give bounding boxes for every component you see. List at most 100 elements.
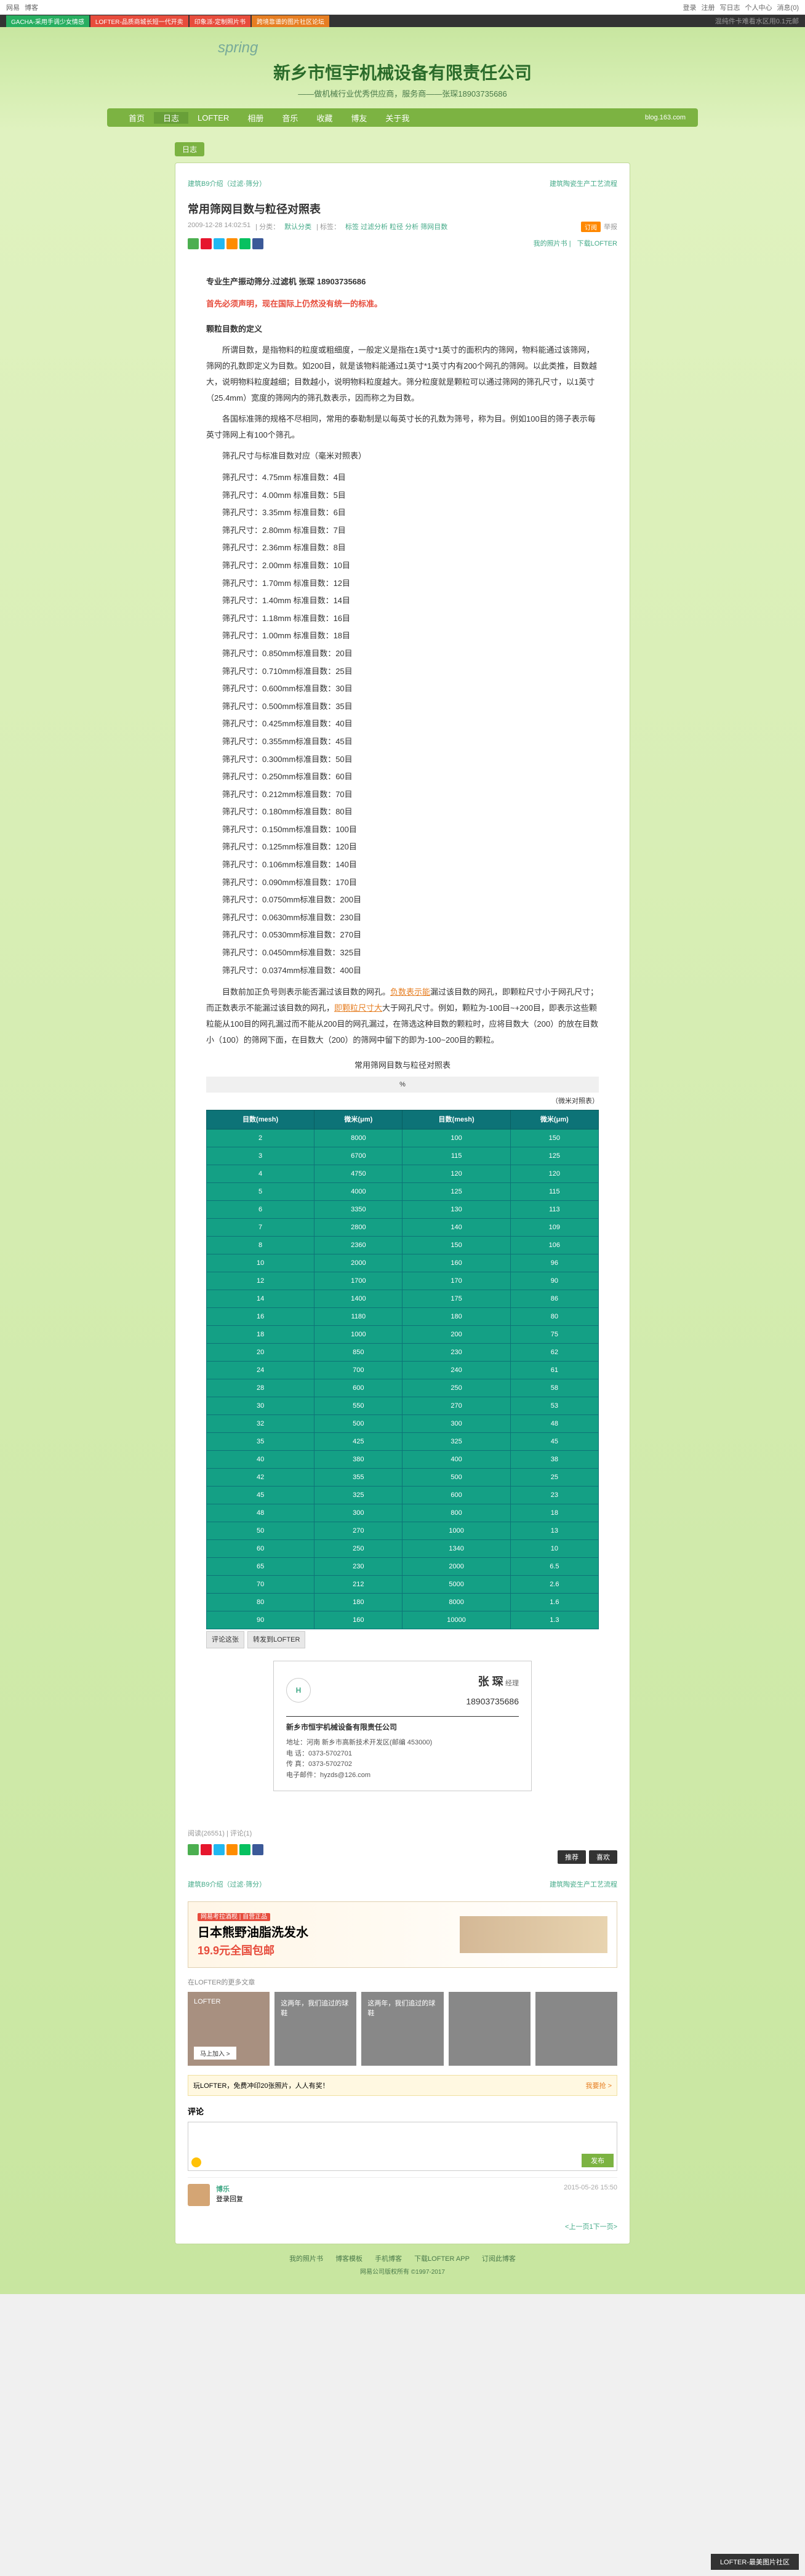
nav-item[interactable]: LOFTER (188, 113, 238, 122)
rss-link[interactable]: blog.163.com (645, 114, 686, 121)
prev-link[interactable]: 建筑B9介绍（过滤·筛分） (188, 1879, 266, 1889)
submit-btn[interactable]: 发布 (582, 2154, 614, 2167)
article-category[interactable]: 默认分类 (284, 222, 311, 232)
table-row: 90160100001.3 (207, 1611, 599, 1629)
footer-link[interactable]: 下载LOFTER APP (414, 2253, 470, 2263)
nav-item[interactable]: 关于我 (376, 112, 419, 124)
commenter-name[interactable]: 博乐 (216, 2186, 230, 2193)
lofter-float-btn[interactable]: LOFTER-最美图片社区 (711, 2554, 799, 2570)
table-cell: 160 (402, 1254, 510, 1272)
sieve-item: 筛孔尺寸：0.106mm标准目数：140目 (222, 856, 599, 874)
promo-tab[interactable]: GACHA-采用手调少女情感 (6, 15, 89, 27)
photo-book-link[interactable]: 我的照片书 | (534, 238, 571, 249)
table-row: 50270100013 (207, 1522, 599, 1540)
table-row: 10200016096 (207, 1254, 599, 1272)
nav-item[interactable]: 首页 (119, 112, 154, 124)
table-cell: 170 (402, 1272, 510, 1290)
prev-link[interactable]: 建筑B9介绍（过滤·筛分） (188, 179, 266, 188)
top-link[interactable]: 网易 (6, 2, 20, 12)
nav-item[interactable]: 收藏 (307, 112, 342, 124)
footer-link[interactable]: 订阅此博客 (482, 2253, 516, 2263)
table-row: 16118018080 (207, 1308, 599, 1326)
lofter-card[interactable] (535, 1992, 617, 2066)
share-lofter-icon[interactable] (188, 238, 199, 249)
share-more-icon[interactable] (252, 238, 263, 249)
nav-item[interactable]: 音乐 (273, 112, 307, 124)
top-link[interactable]: 登录 (683, 2, 697, 12)
ad-banner[interactable]: 网易考拉酒枧 | 自营正品 日本熊野油脂洗发水 19.9元全国包邮 (188, 1901, 617, 1968)
next-link[interactable]: 建筑陶瓷生产工艺流程 (550, 179, 617, 188)
table-cell: 1.3 (510, 1611, 598, 1629)
table-cell: 18 (510, 1504, 598, 1522)
table-row: 6523020006.5 (207, 1558, 599, 1576)
footer-link[interactable]: 博客模板 (335, 2253, 362, 2263)
footer-link[interactable]: 手机博客 (375, 2253, 402, 2263)
share-more-icon[interactable] (252, 1844, 263, 1855)
article-date: 2009-12-28 14:02:51 (188, 222, 250, 232)
table-cell: 150 (402, 1237, 510, 1254)
share-qzone-icon[interactable] (214, 1844, 225, 1855)
join-btn[interactable]: 马上加入 > (194, 2047, 236, 2060)
table-cell: 18 (207, 1326, 314, 1344)
share-renren-icon[interactable] (226, 238, 238, 249)
table-cell: 10000 (402, 1611, 510, 1629)
footer-link[interactable]: 我的照片书 (289, 2253, 323, 2263)
page-link[interactable]: <上一页1下一页> (565, 2221, 617, 2231)
company-address: 地址：河南 新乡市高新技术开发区(邮编 453000) (286, 1738, 519, 1749)
sieve-item: 筛孔尺寸：0.0450mm标准目数：325目 (222, 944, 599, 962)
table-cell: 125 (510, 1147, 598, 1165)
share-wechat-icon[interactable] (239, 238, 250, 249)
lofter-card[interactable]: 这两年，我们追过的球鞋 (361, 1992, 443, 2066)
table-cell: 10 (207, 1254, 314, 1272)
sieve-item: 筛孔尺寸：0.850mm标准目数：20目 (222, 645, 599, 663)
top-link[interactable]: 个人中心 (745, 2, 772, 12)
company-logo: H (286, 1678, 311, 1703)
share-weibo-icon[interactable] (201, 1844, 212, 1855)
lofter-card[interactable]: 这两年，我们追过的球鞋 (274, 1992, 356, 2066)
emoji-icon[interactable] (191, 2157, 201, 2167)
top-link[interactable]: 注册 (702, 2, 715, 12)
next-link[interactable]: 建筑陶瓷生产工艺流程 (550, 1879, 617, 1889)
promo-link[interactable]: 我要抢 > (586, 2080, 612, 2090)
share-qzone-icon[interactable] (214, 238, 225, 249)
repost-lofter-btn[interactable]: 转发到LOFTER (247, 1631, 305, 1648)
nav-item[interactable]: 相册 (238, 112, 273, 124)
table-cell: 1700 (314, 1272, 402, 1290)
table-row: 60250134010 (207, 1540, 599, 1558)
table-cell: 75 (510, 1326, 598, 1344)
avatar[interactable] (188, 2184, 210, 2206)
recommend-btn[interactable]: 推荐 (558, 1850, 586, 1864)
table-row: 4038040038 (207, 1451, 599, 1469)
inline-link[interactable]: 负数表示能 (390, 987, 430, 997)
table-cell: 6.5 (510, 1558, 598, 1576)
share-lofter-icon[interactable] (188, 1844, 199, 1855)
report-btn[interactable]: 举报 (604, 222, 617, 232)
table-cell: 230 (402, 1344, 510, 1362)
share-renren-icon[interactable] (226, 1844, 238, 1855)
promo-tab[interactable]: 印象派-定制照片书 (190, 15, 250, 27)
nav-item[interactable]: 博友 (342, 112, 376, 124)
table-percent: % (206, 1077, 599, 1093)
comment-box[interactable]: 发布 (188, 2122, 617, 2171)
download-lofter-link[interactable]: 下载LOFTER (577, 238, 617, 249)
subscribe-btn[interactable]: 订阅 (581, 222, 601, 232)
comment-this-btn[interactable]: 评论这张 (206, 1631, 244, 1648)
table-cell: 240 (402, 1362, 510, 1379)
share-wechat-icon[interactable] (239, 1844, 250, 1855)
share-weibo-icon[interactable] (201, 238, 212, 249)
top-link[interactable]: 博客 (25, 2, 38, 12)
like-btn[interactable]: 喜欢 (589, 1850, 617, 1864)
lofter-card[interactable] (449, 1992, 531, 2066)
table-cell: 24 (207, 1362, 314, 1379)
nav-item[interactable]: 日志 (154, 112, 188, 124)
promo-tab[interactable]: LOFTER-品质商城长短一代开卖 (90, 15, 188, 27)
top-link[interactable]: 消息(0) (777, 2, 799, 12)
promo-tab[interactable]: 跨境靠谱的图片社区论坛 (252, 15, 329, 27)
ad-price: 19.9元全国包邮 (198, 1942, 460, 1958)
lofter-card[interactable]: LOFTER 马上加入 > (188, 1992, 270, 2066)
inline-link[interactable]: 即颗粒尺寸大 (334, 1003, 382, 1013)
table-cell: 300 (314, 1504, 402, 1522)
table-cell: 550 (314, 1397, 402, 1415)
article-tags[interactable]: 标签 过滤分析 粒径 分析 筛网目数 (345, 222, 447, 232)
top-link[interactable]: 写日志 (720, 2, 740, 12)
